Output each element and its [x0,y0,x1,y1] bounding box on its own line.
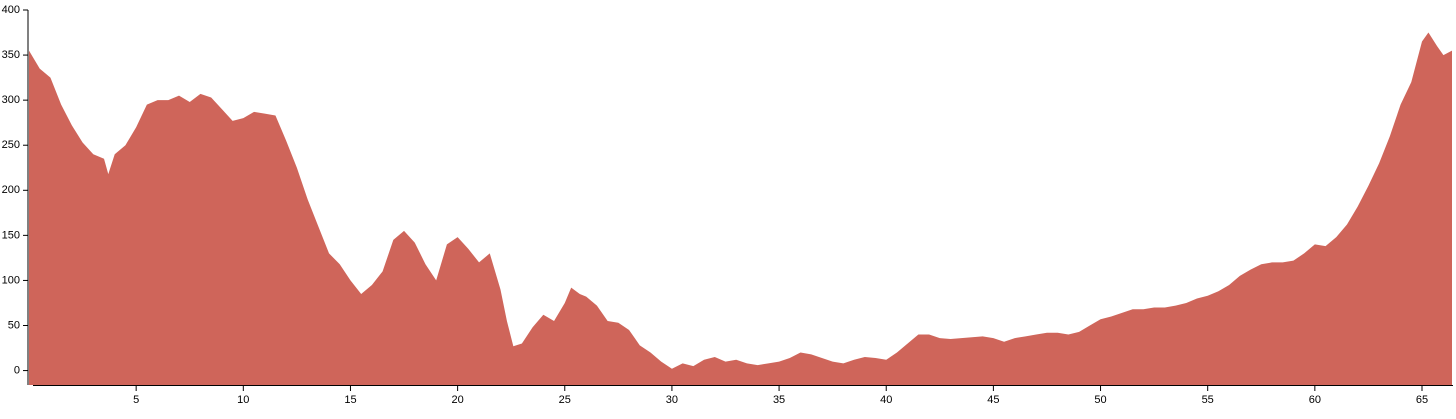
y-tick-label: 250 [2,139,20,151]
elevation-area [29,32,1452,385]
x-tick-label: 40 [880,394,892,406]
x-tick-label: 15 [344,394,356,406]
y-tick-label: 0 [14,364,20,376]
y-tick-label: 50 [8,319,20,331]
x-tick-label: 65 [1416,394,1428,406]
x-tick-label: 45 [987,394,999,406]
x-tick-label: 35 [773,394,785,406]
y-tick-label: 350 [2,49,20,61]
y-tick-label: 400 [2,4,20,16]
x-tick-label: 5 [133,394,139,406]
y-tick-label: 200 [2,184,20,196]
x-tick-label: 55 [1202,394,1214,406]
y-tick-label: 150 [2,229,20,241]
x-tick-label: 30 [666,394,678,406]
x-tick-label: 10 [237,394,249,406]
x-tick-label: 60 [1309,394,1321,406]
x-tick-label: 50 [1094,394,1106,406]
x-tick-label: 20 [451,394,463,406]
y-tick-label: 300 [2,94,20,106]
x-tick-label: 25 [559,394,571,406]
y-tick-label: 100 [2,274,20,286]
